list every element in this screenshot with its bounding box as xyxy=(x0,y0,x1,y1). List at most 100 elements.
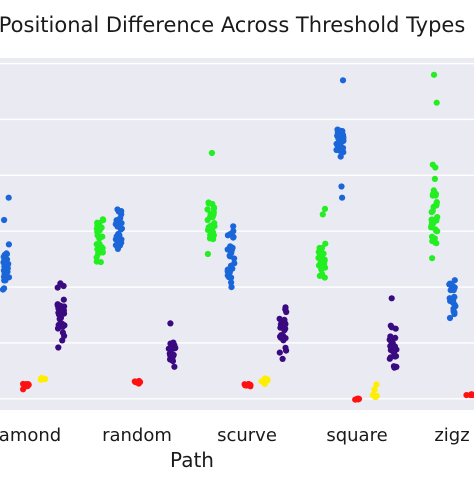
data-point xyxy=(447,298,453,304)
data-point xyxy=(246,381,252,387)
data-point xyxy=(94,259,100,265)
chart-title: Positional Difference Across Threshold T… xyxy=(0,13,465,37)
data-point xyxy=(38,377,44,383)
data-point xyxy=(229,231,235,237)
data-point xyxy=(6,241,12,247)
data-point xyxy=(20,381,26,387)
data-point xyxy=(167,356,173,362)
data-point xyxy=(431,72,437,78)
data-point xyxy=(391,349,397,355)
data-point xyxy=(211,206,217,212)
data-point xyxy=(319,265,325,271)
data-point xyxy=(1,285,7,291)
data-point xyxy=(230,223,236,229)
data-point xyxy=(95,223,101,229)
data-point xyxy=(338,183,344,189)
data-point xyxy=(388,338,394,344)
data-point xyxy=(450,306,456,312)
data-point xyxy=(370,392,376,398)
x-tick-labels: amond random scurve square zigz xyxy=(0,425,470,446)
data-point xyxy=(430,208,436,214)
data-point xyxy=(228,244,234,250)
data-point xyxy=(57,303,63,309)
data-point xyxy=(118,226,124,232)
data-point xyxy=(391,365,397,371)
data-point xyxy=(429,255,435,261)
data-point xyxy=(278,335,284,341)
data-point xyxy=(320,211,326,217)
plot-background xyxy=(0,58,474,410)
data-point xyxy=(282,345,288,351)
data-point xyxy=(207,214,213,220)
data-point xyxy=(280,356,286,362)
data-point xyxy=(355,396,361,402)
data-point xyxy=(208,224,214,230)
data-point xyxy=(319,245,325,251)
x-tick-label: random xyxy=(102,425,172,446)
data-point xyxy=(115,217,121,223)
data-point xyxy=(61,283,67,289)
data-point xyxy=(6,195,12,201)
data-point xyxy=(282,304,288,310)
data-point xyxy=(322,257,328,263)
data-point xyxy=(59,337,65,343)
data-point xyxy=(434,199,440,205)
data-point xyxy=(61,297,67,303)
data-point xyxy=(228,266,234,272)
data-point xyxy=(171,364,177,370)
data-point xyxy=(55,325,61,331)
data-point xyxy=(429,220,435,226)
data-point xyxy=(281,317,287,323)
data-point xyxy=(389,295,395,301)
data-point xyxy=(55,344,61,350)
data-point xyxy=(449,284,455,290)
data-point xyxy=(340,149,346,155)
data-point xyxy=(447,315,453,321)
data-point xyxy=(434,214,440,220)
data-point xyxy=(1,277,7,283)
data-point xyxy=(167,320,173,326)
data-point xyxy=(206,201,212,207)
x-tick-label: scurve xyxy=(217,425,277,446)
x-tick-label: amond xyxy=(0,425,61,446)
data-point xyxy=(205,251,211,257)
x-tick-label: square xyxy=(326,425,387,446)
data-point xyxy=(282,326,288,332)
data-point xyxy=(452,277,458,283)
data-point xyxy=(209,150,215,156)
x-tick-label: zigz xyxy=(434,425,469,446)
data-point xyxy=(1,217,7,223)
data-point xyxy=(210,236,216,242)
data-point xyxy=(432,176,438,182)
data-point xyxy=(118,236,124,242)
data-point xyxy=(94,241,100,247)
data-point xyxy=(339,195,345,201)
data-point xyxy=(100,217,106,223)
data-point xyxy=(434,228,440,234)
data-point xyxy=(390,344,396,350)
data-point xyxy=(170,345,176,351)
data-point xyxy=(55,310,61,316)
data-point xyxy=(228,284,234,290)
data-point xyxy=(55,285,61,291)
data-point xyxy=(204,206,210,212)
data-point xyxy=(1,258,7,264)
data-point xyxy=(264,376,270,382)
data-point xyxy=(433,240,439,246)
data-point xyxy=(118,208,124,214)
data-point xyxy=(61,322,67,328)
data-point xyxy=(434,100,440,106)
data-point xyxy=(114,242,120,248)
data-point xyxy=(99,247,105,253)
data-point xyxy=(340,77,346,83)
data-point xyxy=(430,162,436,168)
data-point xyxy=(317,251,323,257)
data-point xyxy=(322,206,328,212)
data-point xyxy=(137,379,143,385)
data-point xyxy=(277,350,283,356)
x-axis-label: Path xyxy=(170,448,214,472)
data-point xyxy=(389,324,395,330)
data-point xyxy=(430,191,436,197)
data-point xyxy=(228,275,234,281)
